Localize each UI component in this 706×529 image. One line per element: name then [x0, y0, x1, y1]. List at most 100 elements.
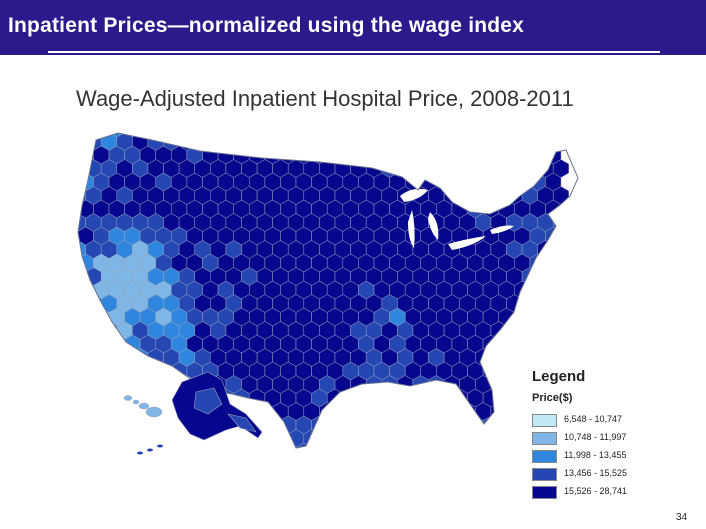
map-region: [514, 145, 531, 165]
map-region: [552, 267, 570, 286]
map-region: [78, 415, 79, 435]
map-region: [78, 388, 94, 408]
map-region: [552, 213, 570, 232]
map-region: [241, 133, 258, 151]
legend-swatch-5: [532, 486, 557, 499]
map-region: [404, 442, 421, 448]
map-region: [552, 240, 570, 259]
map-region: [506, 348, 523, 367]
map-region: [404, 133, 421, 138]
hawaii-inset: [123, 395, 163, 418]
map-layer: [77, 132, 579, 449]
map-region: [225, 429, 242, 448]
map-region: [358, 388, 375, 408]
map-region: [78, 442, 79, 448]
map-region: [78, 334, 79, 354]
map-region: [451, 172, 468, 192]
map-region: [227, 413, 257, 433]
map-region: [78, 334, 94, 354]
map-region: [451, 133, 468, 138]
map-region: [100, 348, 118, 367]
map-region: [124, 133, 141, 138]
map-region: [78, 375, 86, 394]
map-title: Wage-Adjusted Inpatient Hospital Price, …: [76, 86, 574, 111]
map-region: [326, 442, 344, 448]
map-region: [490, 348, 507, 367]
map-region: [139, 133, 156, 138]
map-region: [490, 159, 507, 178]
map-region: [498, 388, 515, 408]
map-region: [482, 172, 499, 192]
legend-swatch-4: [532, 468, 557, 481]
map-region: [350, 133, 367, 151]
map-region: [116, 348, 133, 367]
map-region: [498, 361, 515, 381]
map-region: [443, 133, 460, 151]
lake: [400, 188, 428, 202]
slide-title: Inpatient Prices—normalized using the wa…: [8, 14, 525, 37]
map-region: [552, 133, 570, 151]
map-region: [311, 442, 328, 448]
map-region: [529, 133, 546, 138]
map-region: [498, 442, 515, 448]
legend-swatch-1: [532, 414, 557, 427]
map-region: [280, 133, 297, 138]
title-underline: [48, 51, 660, 53]
legend-title: Legend: [532, 368, 586, 385]
map-region: [108, 415, 125, 435]
map-region: [93, 334, 110, 354]
map-region: [436, 415, 453, 435]
map-region: [193, 387, 223, 415]
map-region: [287, 133, 305, 151]
map-region: [93, 388, 110, 408]
map-region: [451, 145, 468, 165]
map-region: [506, 429, 523, 448]
map-region: [326, 415, 344, 435]
map-region: [342, 388, 359, 408]
map-region: [451, 442, 468, 448]
map-region: [436, 145, 453, 165]
map-region: [389, 442, 406, 448]
map-region: [78, 361, 79, 381]
map-region: [498, 145, 515, 165]
map-region: [186, 133, 203, 138]
legend-label: 6,548 - 10,747: [564, 414, 623, 424]
legend-label: 15,526 - 28,741: [564, 486, 628, 496]
map-region: [78, 307, 94, 327]
map-region: [171, 442, 188, 448]
map-region: [475, 159, 492, 178]
map-region: [529, 307, 546, 327]
map-region: [451, 415, 468, 435]
map-region: [132, 375, 149, 394]
map-region: [389, 388, 406, 408]
map-region: [428, 159, 445, 178]
map-region: [233, 133, 250, 138]
map-region: [498, 133, 515, 138]
map-region: [264, 442, 281, 448]
map-region: [124, 361, 141, 381]
map-region: [155, 415, 172, 435]
map-region: [498, 415, 515, 435]
map-region: [155, 133, 172, 138]
map-region: [132, 399, 140, 405]
legend-label: 10,748 - 11,997: [564, 432, 627, 442]
map-region: [78, 361, 94, 381]
map-region: [529, 280, 546, 300]
map-region: [506, 321, 523, 340]
map-region: [202, 133, 219, 138]
map-region: [428, 429, 445, 448]
map-region: [428, 402, 445, 421]
map-region: [78, 226, 79, 246]
map-region: [358, 415, 375, 435]
map-region: [358, 133, 375, 138]
map-region: [342, 415, 359, 435]
map-region: [373, 415, 390, 435]
map-region: [459, 133, 476, 151]
map-region: [420, 145, 437, 165]
map-region: [514, 334, 531, 354]
map-region: [303, 133, 320, 151]
map-region: [157, 444, 163, 448]
map-region: [490, 429, 507, 448]
map-region: [404, 415, 421, 435]
map-region: [350, 402, 367, 421]
